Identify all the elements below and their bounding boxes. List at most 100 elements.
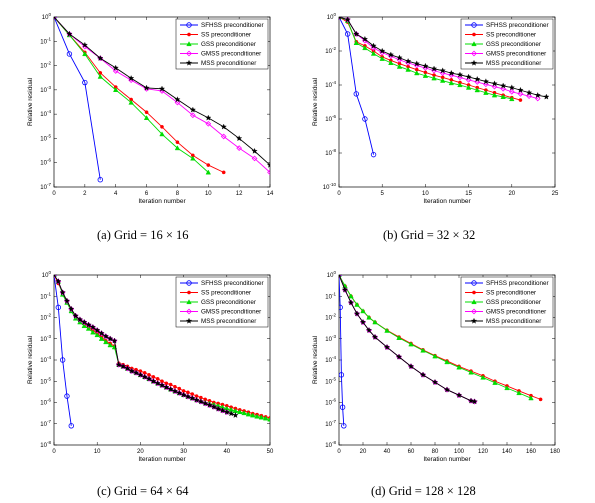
- y-tick-label: 10-3: [325, 334, 336, 343]
- data-point-mss: [171, 387, 179, 394]
- data-point-mss: [365, 327, 373, 333]
- legend-label-gmss: GMSS preconditioner: [201, 309, 261, 316]
- data-point-mss: [251, 147, 258, 154]
- data-point-sfhss: [64, 393, 70, 399]
- data-point-gss: [408, 341, 414, 347]
- data-point-mss: [419, 371, 427, 378]
- data-point-gmss: [517, 91, 524, 97]
- y-axis-label: Relative residual: [27, 77, 34, 126]
- y-tick-label: 10-4: [325, 80, 336, 89]
- data-point-ss: [518, 98, 523, 102]
- x-tick-label: 0: [337, 191, 341, 197]
- data-point-ss: [177, 386, 182, 391]
- data-point-gss: [354, 301, 360, 307]
- data-point-gss: [396, 335, 402, 340]
- data-point-gss: [190, 155, 196, 161]
- y-tick-label: 10-1: [325, 291, 336, 300]
- x-tick-label: 12: [236, 191, 243, 197]
- y-tick-label: 10-8: [40, 440, 51, 449]
- data-point-sfhss: [344, 31, 351, 37]
- series-line-sfhss: [339, 275, 345, 426]
- data-point-gss: [98, 335, 105, 341]
- data-point-gss: [456, 364, 462, 370]
- x-tick-label: 10: [422, 191, 429, 197]
- chart-panel-a: 0 2 4 6 8 10 12 14 100 10-1 10-2 10-3 10-4 10-5 10-6 10…: [27, 12, 274, 205]
- data-point-mss: [102, 333, 109, 339]
- legend-marker-mss: [185, 59, 193, 66]
- data-point-gss: [480, 374, 486, 380]
- data-point-gmss: [431, 67, 437, 74]
- y-tick-label: 10-10: [323, 182, 337, 191]
- legend-marker-ss: [472, 290, 476, 295]
- data-point-mss: [111, 337, 118, 344]
- legend-label-gmss: GMSS preconditioner: [486, 51, 546, 58]
- legend: SFHSS preconditioner SS preconditioner GSS…: [175, 18, 269, 70]
- legend-label-gss: GSS preconditioner: [201, 299, 256, 306]
- y-tick-label: 10-6: [325, 114, 336, 123]
- x-tick-label: 6: [145, 191, 149, 197]
- data-point-mss: [448, 69, 455, 76]
- data-point-mss: [150, 378, 157, 384]
- data-point-mss: [66, 30, 73, 37]
- x-tick-label: 160: [526, 449, 537, 455]
- data-point-mss: [431, 379, 439, 385]
- legend-marker-sfhss: [186, 280, 192, 286]
- data-point-mss: [339, 17, 341, 20]
- data-point-gss: [492, 379, 498, 385]
- data-point-mss: [534, 92, 541, 98]
- data-point-mss: [68, 305, 75, 312]
- data-point-gmss: [251, 155, 258, 162]
- data-point-mss: [72, 312, 79, 319]
- x-axis-label: Iteration number: [138, 198, 186, 205]
- data-point-sfhss: [339, 304, 343, 311]
- y-tick-label: 10-7: [325, 419, 336, 428]
- legend-marker-mss: [470, 317, 478, 324]
- series-line-ss: [54, 17, 224, 173]
- legend-marker-gmss: [471, 308, 477, 315]
- data-point-gss: [474, 87, 480, 93]
- data-point-mss: [379, 47, 386, 54]
- y-tick-label: 10-1: [40, 291, 51, 300]
- data-point-mss: [143, 84, 150, 91]
- y-tick-label: 10-6: [325, 398, 336, 407]
- legend-marker-ss: [187, 32, 191, 37]
- legend-label-mss: MSS preconditioner: [201, 318, 256, 325]
- data-point-mss: [371, 333, 379, 340]
- data-point-mss: [210, 403, 217, 410]
- data-point-gss: [174, 145, 181, 151]
- data-point-mss: [341, 286, 349, 293]
- data-point-gss: [528, 395, 534, 401]
- legend-label-sfhss: SFHSS preconditioner: [486, 280, 549, 287]
- y-tick-label: 10-8: [325, 440, 336, 449]
- data-point-gss: [457, 82, 463, 88]
- data-point-gss: [372, 319, 378, 325]
- x-tick-label: 180: [550, 449, 561, 455]
- data-point-mss: [193, 396, 200, 403]
- series-line-sfhss: [54, 17, 101, 180]
- legend-marker-ss: [472, 32, 476, 37]
- data-point-mss: [407, 363, 415, 369]
- data-point-mss: [97, 55, 104, 61]
- x-tick-label: 40: [223, 449, 230, 455]
- data-point-mss: [174, 96, 181, 103]
- data-point-gss: [143, 115, 150, 120]
- x-tick-label: 60: [408, 449, 415, 455]
- data-point-gss: [205, 169, 212, 175]
- series-line-sfhss: [339, 17, 374, 155]
- data-point-ss: [175, 140, 180, 145]
- data-point-gss: [500, 94, 506, 99]
- data-point-gmss: [267, 169, 270, 176]
- data-point-mss: [137, 371, 144, 378]
- data-point-gss: [444, 359, 450, 365]
- data-point-gss: [422, 72, 429, 78]
- data-point-sfhss: [97, 176, 103, 183]
- data-point-mss: [189, 106, 196, 113]
- x-axis-label: Iteration number: [423, 198, 471, 205]
- data-point-mss: [370, 42, 377, 49]
- data-point-mss: [189, 394, 196, 401]
- y-tick-label: 10-2: [40, 61, 51, 70]
- data-point-mss: [347, 299, 355, 306]
- data-point-mss: [228, 410, 235, 417]
- data-point-gss: [128, 99, 134, 105]
